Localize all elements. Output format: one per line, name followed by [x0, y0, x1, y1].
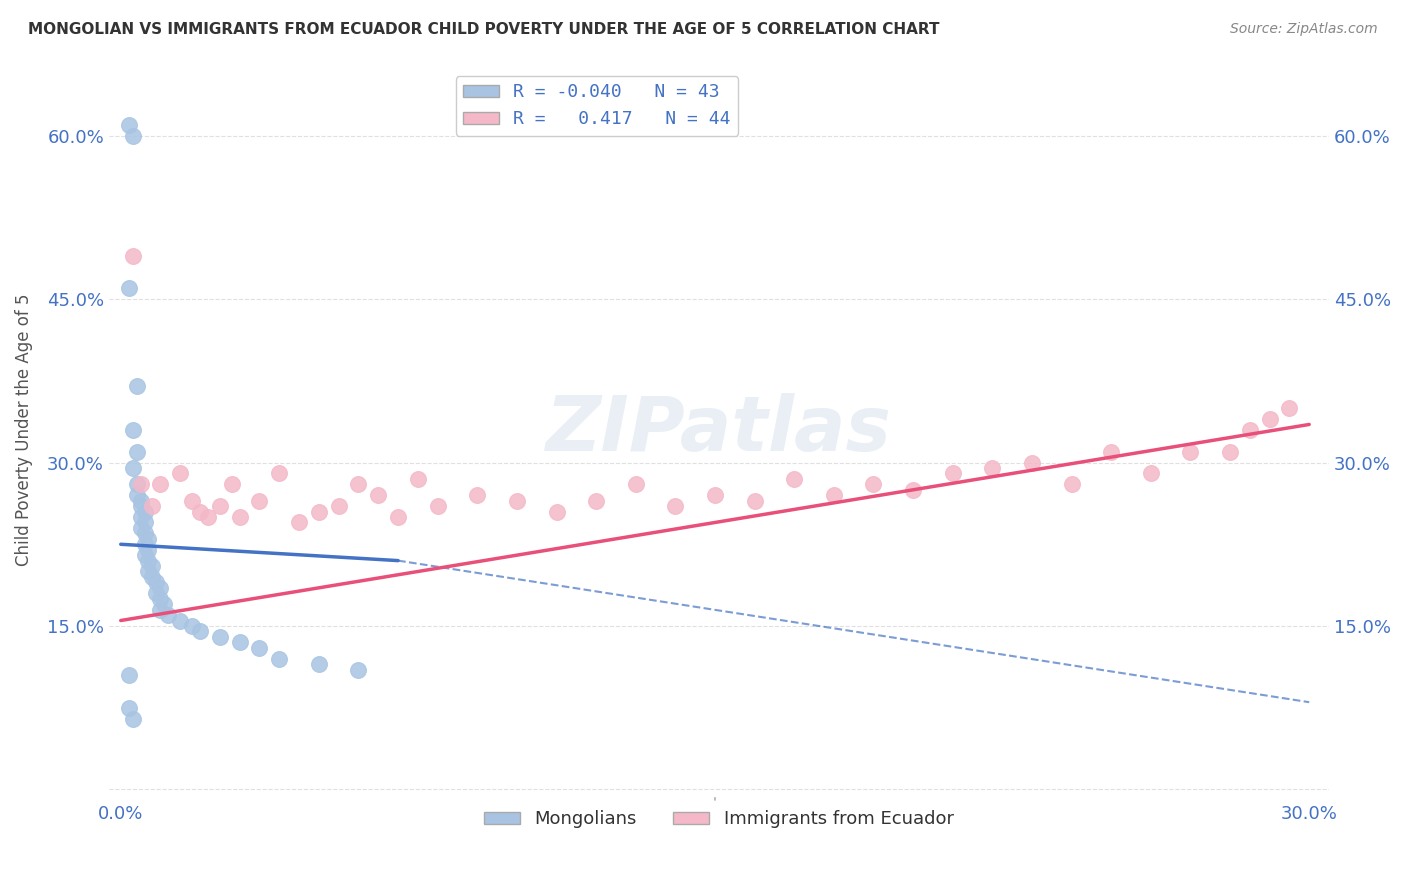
- Point: [118, 118, 141, 132]
- Text: Source: ZipAtlas.com: Source: ZipAtlas.com: [1230, 22, 1378, 37]
- Point: [118, 668, 141, 682]
- Point: [426, 499, 449, 513]
- Point: [308, 657, 330, 671]
- Point: [153, 597, 176, 611]
- Point: [125, 477, 148, 491]
- Point: [149, 477, 172, 491]
- Point: [1239, 423, 1261, 437]
- Point: [269, 467, 291, 481]
- Point: [121, 712, 143, 726]
- Y-axis label: Child Poverty Under the Age of 5: Child Poverty Under the Age of 5: [15, 293, 32, 566]
- Point: [1060, 477, 1083, 491]
- Point: [118, 700, 141, 714]
- Point: [157, 608, 180, 623]
- Point: [1258, 412, 1281, 426]
- Point: [188, 624, 211, 639]
- Point: [121, 128, 143, 143]
- Point: [208, 630, 231, 644]
- Point: [129, 493, 152, 508]
- Point: [181, 493, 204, 508]
- Point: [1219, 444, 1241, 458]
- Point: [125, 379, 148, 393]
- Point: [249, 640, 271, 655]
- Point: [138, 532, 160, 546]
- Point: [249, 493, 271, 508]
- Point: [506, 493, 529, 508]
- Point: [197, 510, 219, 524]
- Point: [134, 526, 156, 541]
- Point: [308, 505, 330, 519]
- Point: [221, 477, 243, 491]
- Point: [901, 483, 924, 497]
- Point: [118, 281, 141, 295]
- Point: [134, 537, 156, 551]
- Point: [783, 472, 806, 486]
- Point: [862, 477, 884, 491]
- Point: [149, 602, 172, 616]
- Point: [823, 488, 845, 502]
- Point: [129, 510, 152, 524]
- Point: [134, 548, 156, 562]
- Point: [347, 477, 370, 491]
- Point: [149, 581, 172, 595]
- Point: [1099, 444, 1122, 458]
- Point: [138, 553, 160, 567]
- Point: [129, 477, 152, 491]
- Point: [125, 444, 148, 458]
- Point: [138, 565, 160, 579]
- Point: [744, 493, 766, 508]
- Point: [125, 488, 148, 502]
- Point: [138, 542, 160, 557]
- Point: [121, 249, 143, 263]
- Point: [129, 521, 152, 535]
- Point: [134, 516, 156, 530]
- Point: [129, 499, 152, 513]
- Point: [585, 493, 607, 508]
- Point: [134, 505, 156, 519]
- Point: [1021, 456, 1043, 470]
- Point: [328, 499, 350, 513]
- Point: [169, 614, 191, 628]
- Point: [1278, 401, 1301, 416]
- Text: MONGOLIAN VS IMMIGRANTS FROM ECUADOR CHILD POVERTY UNDER THE AGE OF 5 CORRELATIO: MONGOLIAN VS IMMIGRANTS FROM ECUADOR CHI…: [28, 22, 939, 37]
- Point: [181, 619, 204, 633]
- Point: [169, 467, 191, 481]
- Point: [367, 488, 389, 502]
- Point: [406, 472, 429, 486]
- Point: [121, 423, 143, 437]
- Point: [1180, 444, 1202, 458]
- Point: [188, 505, 211, 519]
- Point: [269, 651, 291, 665]
- Point: [465, 488, 488, 502]
- Point: [288, 516, 311, 530]
- Point: [228, 635, 250, 649]
- Point: [208, 499, 231, 513]
- Point: [145, 575, 167, 590]
- Text: ZIPatlas: ZIPatlas: [546, 392, 891, 467]
- Point: [942, 467, 965, 481]
- Point: [149, 591, 172, 606]
- Point: [121, 461, 143, 475]
- Point: [387, 510, 409, 524]
- Point: [145, 586, 167, 600]
- Point: [704, 488, 727, 502]
- Point: [546, 505, 568, 519]
- Point: [141, 559, 163, 574]
- Point: [228, 510, 250, 524]
- Point: [664, 499, 686, 513]
- Point: [1139, 467, 1161, 481]
- Point: [624, 477, 647, 491]
- Legend: Mongolians, Immigrants from Ecuador: Mongolians, Immigrants from Ecuador: [477, 803, 960, 836]
- Point: [347, 663, 370, 677]
- Point: [141, 499, 163, 513]
- Point: [141, 570, 163, 584]
- Point: [981, 461, 1004, 475]
